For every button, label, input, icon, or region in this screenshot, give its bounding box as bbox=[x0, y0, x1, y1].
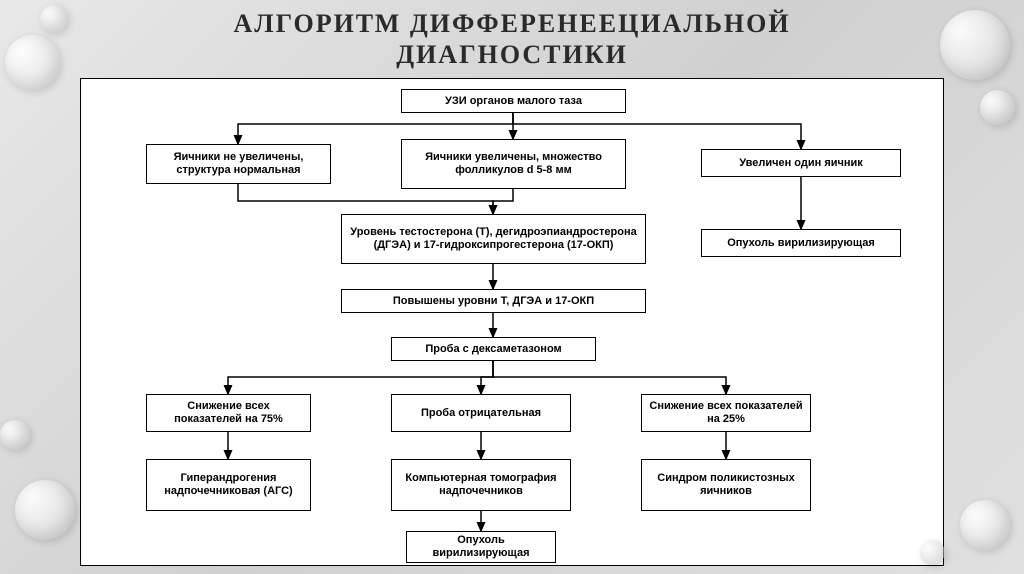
title-line-1: АЛГОРИТМ ДИФФЕРЕНЕЕЦИАЛЬНОЙ bbox=[233, 9, 790, 38]
flowchart-container: УЗИ органов малого таза Яичники не увелич… bbox=[80, 78, 944, 566]
flowchart-node: Гиперандрогения надпочечниковая (АГС) bbox=[146, 459, 311, 511]
decorative-bubble bbox=[5, 35, 60, 90]
flowchart-node: Проба отрицательная bbox=[391, 394, 571, 432]
flowchart-node: Компьютерная томография надпочечников bbox=[391, 459, 571, 511]
flowchart-node: Проба с дексаметазоном bbox=[391, 337, 596, 361]
flowchart-edge bbox=[228, 361, 493, 394]
decorative-bubble bbox=[920, 540, 945, 565]
flowchart-node: Уровень тестостерона (Т), дегидроэпиандр… bbox=[341, 214, 646, 264]
flowchart-node: Синдром поликистозных яичников bbox=[641, 459, 811, 511]
title-line-2: ДИАГНОСТИКИ bbox=[396, 40, 628, 69]
flowchart-node: Увеличен один яичник bbox=[701, 149, 901, 177]
decorative-bubble bbox=[40, 5, 68, 33]
flowchart-edge bbox=[493, 361, 726, 394]
flowchart-edge bbox=[493, 189, 513, 214]
flowchart-edge bbox=[481, 361, 493, 394]
flowchart-node: Опухоль вирилизирующая bbox=[701, 229, 901, 257]
flowchart-node: Опухоль вирилизирующая bbox=[406, 531, 556, 563]
flowchart-node: Снижение всех показателей на 75% bbox=[146, 394, 311, 432]
slide-title: АЛГОРИТМ ДИФФЕРЕНЕЕЦИАЛЬНОЙ ДИАГНОСТИКИ bbox=[0, 0, 1024, 70]
decorative-bubble bbox=[940, 10, 1010, 80]
decorative-bubble bbox=[15, 480, 75, 540]
flowchart-node: Повышены уровни Т, ДГЭА и 17-ОКП bbox=[341, 289, 646, 313]
decorative-bubble bbox=[980, 90, 1015, 125]
flowchart-node: Яичники не увеличены, структура нормальн… bbox=[146, 144, 331, 184]
decorative-bubble bbox=[960, 500, 1010, 550]
flowchart-node: УЗИ органов малого таза bbox=[401, 89, 626, 113]
decorative-bubble bbox=[0, 420, 30, 450]
flowchart-node: Яичники увеличены, множество фолликулов … bbox=[401, 139, 626, 189]
flowchart-node: Снижение всех показателей на 25% bbox=[641, 394, 811, 432]
